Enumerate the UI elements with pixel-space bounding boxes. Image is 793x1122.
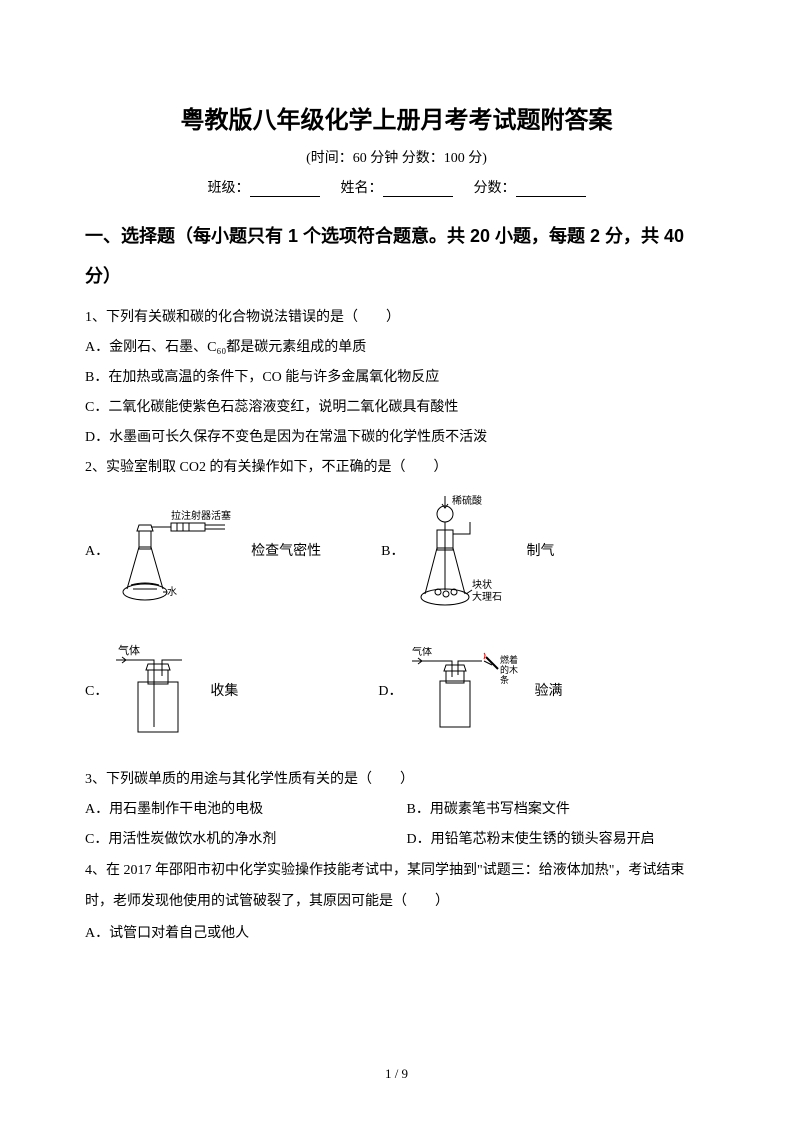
q2-b-caption: 制气 bbox=[526, 538, 554, 566]
q2-a-label-water: 水 bbox=[167, 586, 177, 598]
q2-d-caption: 验满 bbox=[534, 678, 562, 706]
q2-stem: 2、实验室制取 CO2 的有关操作如下，不正确的是（ ） bbox=[85, 454, 708, 482]
name-label: 姓名： bbox=[341, 181, 383, 196]
score-blank[interactable] bbox=[516, 181, 586, 197]
q2-b-label-acid: 稀硫酸 bbox=[452, 494, 482, 507]
q1-opt-a: A．金刚石、石墨、C₆₀都是碳元素组成的单质 bbox=[85, 334, 708, 362]
page-number: 1 / 9 bbox=[0, 1066, 793, 1082]
doc-subtitle: (时间：60 分钟 分数：100 分) bbox=[85, 147, 708, 167]
q3-opt-c: C．用活性炭做饮水机的净水剂 bbox=[85, 826, 387, 854]
q2-d-label-sp1: 燃着 bbox=[500, 654, 518, 665]
q2-opt-d: D． 气体 燃着 bbox=[378, 647, 562, 737]
q2-b-letter: B． bbox=[381, 538, 404, 566]
q2-b-label-marble1: 块状 bbox=[472, 578, 492, 591]
class-label: 班级： bbox=[208, 181, 250, 196]
q2-row-ab: A． bbox=[85, 492, 708, 612]
q2-a-letter: A． bbox=[85, 538, 109, 566]
q2-a-diagram: 拉注射器活塞 水 bbox=[115, 497, 245, 607]
q1-opt-c: C．二氧化碳能使紫色石蕊溶液变红，说明二氧化碳具有酸性 bbox=[85, 394, 708, 422]
name-blank[interactable] bbox=[383, 181, 453, 197]
q2-a-label-syringe: 拉注射器活塞 bbox=[171, 509, 231, 522]
q2-c-diagram: 气体 bbox=[114, 642, 204, 742]
q3-opt-a: A．用石墨制作干电池的电极 bbox=[85, 796, 387, 824]
q2-a-caption: 检查气密性 bbox=[251, 538, 321, 566]
q3-opt-b: B．用碳素笔书写档案文件 bbox=[407, 796, 709, 824]
question-1: 1、下列有关碳和碳的化合物说法错误的是（ ） A．金刚石、石墨、C₆₀都是碳元素… bbox=[85, 304, 708, 452]
q2-d-label-sp2: 的木 bbox=[500, 664, 518, 675]
q2-c-caption: 收集 bbox=[210, 678, 238, 706]
doc-title: 粤教版八年级化学上册月考考试题附答案 bbox=[85, 100, 708, 135]
q2-opt-c: C． 气体 收集 bbox=[85, 642, 238, 742]
q2-b-diagram: 稀硫酸 块状 大理石 bbox=[410, 492, 520, 612]
q3-stem: 3、下列碳单质的用途与其化学性质有关的是（ ） bbox=[85, 766, 708, 794]
q1-opt-d: D．水墨画可长久保存不变色是因为在常温下碳的化学性质不活泼 bbox=[85, 424, 708, 452]
question-2: 2、实验室制取 CO2 的有关操作如下，不正确的是（ ） A． bbox=[85, 454, 708, 742]
q2-d-diagram: 气体 燃着 的木 条 bbox=[408, 647, 528, 737]
info-line: 班级： 姓名： 分数： bbox=[85, 177, 708, 197]
q2-b-label-marble2: 大理石 bbox=[472, 590, 502, 603]
score-label: 分数： bbox=[474, 181, 516, 196]
q1-opt-b: B．在加热或高温的条件下，CO 能与许多金属氧化物反应 bbox=[85, 364, 708, 392]
q2-opt-b: B． 稀硫酸 bbox=[381, 492, 554, 612]
q3-opt-d: D．用铅笔芯粉末使生锈的锁头容易开启 bbox=[407, 826, 709, 854]
q4-opt-a: A．试管口对着自己或他人 bbox=[85, 920, 708, 948]
q2-d-label-gas: 气体 bbox=[412, 647, 432, 658]
q1-stem: 1、下列有关碳和碳的化合物说法错误的是（ ） bbox=[85, 304, 708, 332]
class-blank[interactable] bbox=[250, 181, 320, 197]
q2-d-label-sp3: 条 bbox=[500, 674, 509, 685]
q2-d-letter: D． bbox=[378, 678, 402, 706]
question-3: 3、下列碳单质的用途与其化学性质有关的是（ ） A．用石墨制作干电池的电极 B．… bbox=[85, 766, 708, 856]
section1-title: 一、选择题（每小题只有 1 个选项符合题意。共 20 小题，每题 2 分，共 4… bbox=[85, 217, 708, 296]
q2-c-letter: C． bbox=[85, 678, 108, 706]
question-4: 4、在 2017 年邵阳市初中化学实验操作技能考试中，某同学抽到"试题三：给液体… bbox=[85, 856, 708, 948]
q2-c-label-gas: 气体 bbox=[118, 643, 140, 657]
q4-stem: 4、在 2017 年邵阳市初中化学实验操作技能考试中，某同学抽到"试题三：给液体… bbox=[85, 856, 708, 918]
q2-opt-a: A． bbox=[85, 497, 321, 607]
q2-row-cd: C． 气体 收集 bbox=[85, 642, 708, 742]
